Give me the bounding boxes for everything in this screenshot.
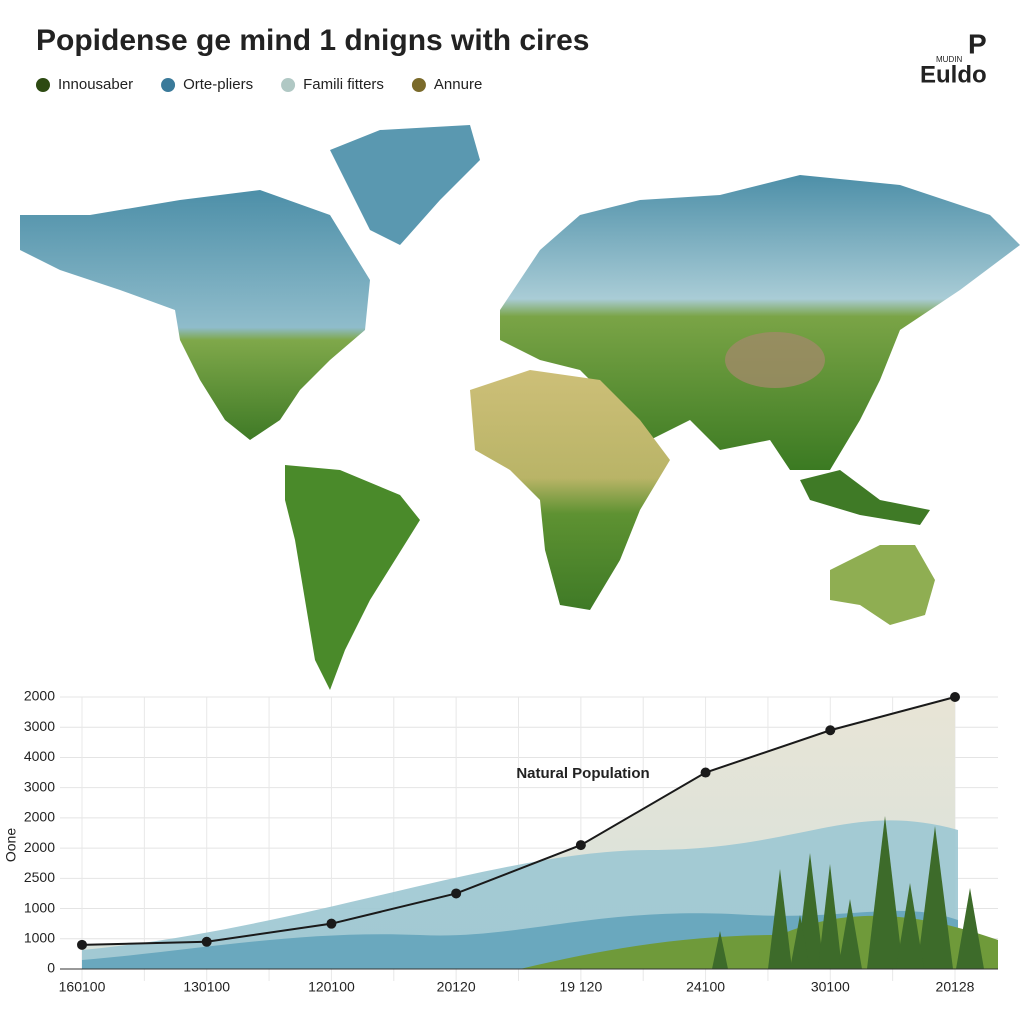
x-tick-label: 19 120 [559,979,602,995]
africa [470,370,670,610]
chart: 0 1000 1000 2500 2000 2000 3000 4000 3000 2000 Oon… [3,688,998,995]
y-tick-label: 1000 [24,899,55,915]
world-map [20,125,1020,690]
annotation: Natural Population [516,765,649,782]
y-tick-label: 2000 [24,688,55,704]
logo-small: MUDIN [936,55,962,64]
y-tick-label: 3000 [24,718,55,734]
point [201,936,212,947]
point [575,840,586,851]
y-axis-label: Oone [3,828,19,862]
legend: Innousaber Orte-pliers Famili fitters Annur… [36,76,482,93]
tree [867,816,903,969]
y-tick-label: 2000 [24,809,55,825]
y-tick-label: 2000 [24,839,55,855]
legend-label: Famili fitters [303,76,384,93]
islands [800,470,930,525]
point [326,918,337,929]
y-tick-label: 3000 [24,778,55,794]
tree [956,888,984,969]
legend-swatch [281,78,296,92]
logo-letter: P [968,28,987,59]
page-title: Popidense ge mind 1 dnigns with cires [36,24,589,57]
north-america [20,190,370,440]
legend-label: Innousaber [58,76,133,93]
x-tick-label: 130100 [183,979,230,995]
greenland [330,125,480,245]
plateau [725,332,825,388]
eurasia [500,175,1020,470]
x-tick-label: 20120 [437,979,476,995]
logo-word: Euldo [920,61,987,88]
y-tick-label: 4000 [24,748,55,764]
x-tick-label: 24100 [686,979,725,995]
logo: MUDIN P Euldo [920,28,987,88]
line [81,696,956,946]
x-tick-label: 20128 [936,979,975,995]
y-tick-label: 1000 [24,929,55,945]
tree [768,869,792,969]
point [77,939,87,950]
legend-label: Orte-pliers [183,76,253,93]
y-tick-label: 2500 [24,869,55,885]
tree [896,883,924,969]
point [825,725,836,736]
x-tick-label: 30100 [811,979,850,995]
tree [818,864,842,969]
point [950,692,960,702]
y-tick-label: 0 [47,960,55,976]
south-america [285,465,420,690]
australia [830,545,935,625]
tree [790,915,810,969]
x-tick-label: 120100 [308,979,355,995]
legend-swatch [411,78,426,92]
tree [712,931,728,969]
x-tick-label: 160100 [59,979,106,995]
point [700,767,711,778]
legend-swatch [36,78,50,92]
legend-label: Annure [434,76,482,93]
tree [917,826,953,969]
tree [838,899,862,969]
legend-swatch [161,78,176,92]
point [451,888,462,899]
